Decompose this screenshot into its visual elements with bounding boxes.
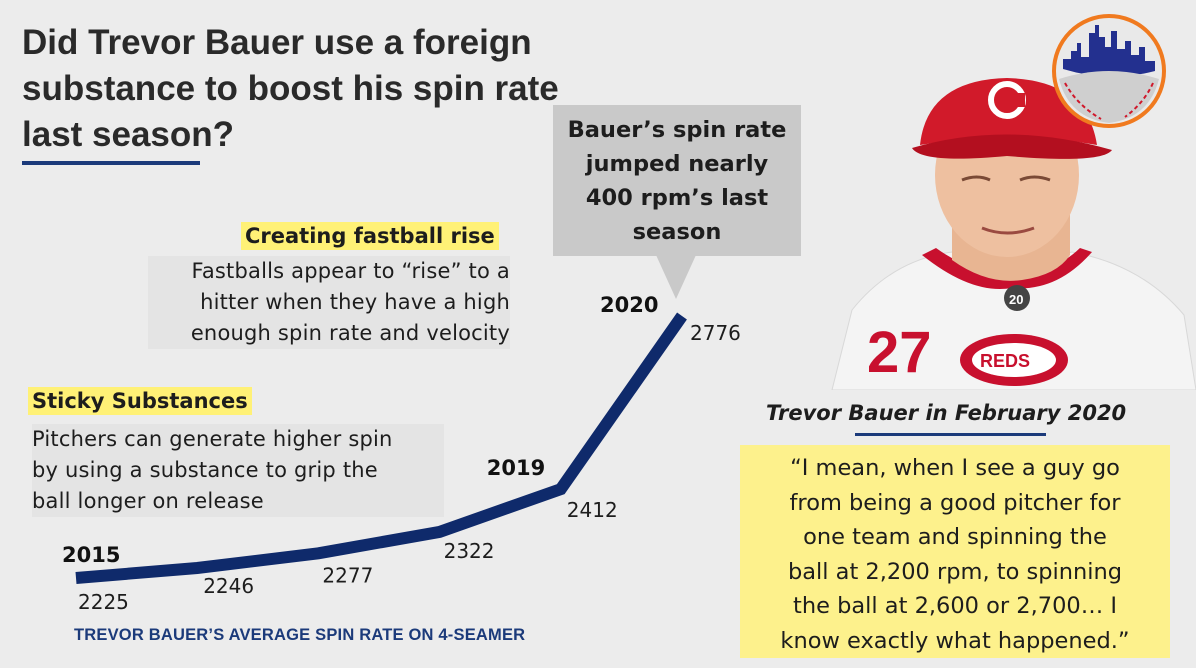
callout-pointer <box>656 255 696 299</box>
year-label: 2019 <box>487 456 545 480</box>
value-label: 2277 <box>322 563 373 587</box>
fastball-rise-line: hitter when they have a high <box>200 290 510 314</box>
year-label: 2015 <box>62 543 120 567</box>
sticky-line: Pitchers can generate higher spin <box>32 427 393 451</box>
quote-line: ball at 2,200 rpm, to spinning <box>787 558 1123 585</box>
quote-line: one team and spinning the <box>803 524 1107 550</box>
value-label: 2776 <box>690 321 741 345</box>
value-label: 2322 <box>444 539 495 563</box>
svg-text:27: 27 <box>867 320 932 385</box>
fastball-rise-line: enough spin rate and velocity <box>190 321 510 345</box>
svg-text:REDS: REDS <box>980 351 1030 371</box>
spin-rate-line <box>75 312 687 584</box>
callout-line: season <box>632 219 722 245</box>
callout-line: Bauer’s spin rate <box>567 117 787 143</box>
quote-line: the ball at 2,600 or 2,700… I <box>793 593 1117 619</box>
quote-box: “I mean, when I see a guy go from being … <box>740 445 1170 658</box>
svg-text:20: 20 <box>1009 292 1023 307</box>
sticky-text: Pitchers can generate higher spin by usi… <box>32 424 444 517</box>
sticky-line: by using a substance to grip the <box>32 458 378 482</box>
chart-title: TREVOR BAUER’S AVERAGE SPIN RATE ON 4-SE… <box>74 626 526 644</box>
quote-line: from being a good pitcher for <box>789 489 1121 516</box>
sticky-line: ball longer on release <box>32 489 264 513</box>
sticky-heading: Sticky Substances <box>28 387 252 415</box>
page-title: Did Trevor Bauer use a foreign substance… <box>22 23 559 154</box>
title-underline <box>22 161 200 165</box>
quote-line: know exactly what happened.” <box>780 627 1130 654</box>
photo-caption-underline <box>855 433 1046 436</box>
value-label: 2246 <box>203 574 254 598</box>
quote-line: “I mean, when I see a guy go <box>790 455 1120 481</box>
fastball-rise-heading: Creating fastball rise <box>241 222 499 250</box>
callout-box: Bauer’s spin rate jumped nearly 400 rpm’… <box>553 105 801 256</box>
year-label: 2020 <box>600 293 658 317</box>
fastball-rise-text: Fastballs appear to “rise” to a hitter w… <box>148 256 510 349</box>
value-label: 2412 <box>567 498 618 522</box>
value-label: 2225 <box>78 590 129 614</box>
callout-line: 400 rpm’s last <box>585 185 769 211</box>
callout-line: jumped nearly <box>585 151 769 177</box>
photo-caption: Trevor Bauer in February 2020 <box>766 401 1127 425</box>
fastball-rise-line: Fastballs appear to “rise” to a <box>191 259 510 283</box>
brand-logo <box>1052 14 1166 128</box>
